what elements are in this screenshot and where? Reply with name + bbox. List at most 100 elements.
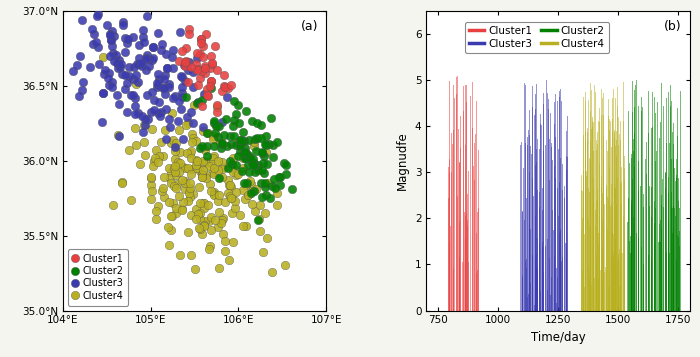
Cluster4	[250, 186, 261, 192]
Cluster3	[106, 43, 117, 49]
Cluster4	[260, 149, 272, 155]
Cluster4	[164, 175, 176, 181]
Cluster3	[137, 34, 148, 40]
Cluster1	[206, 61, 218, 67]
Cluster2	[211, 124, 222, 129]
Cluster4	[183, 187, 195, 193]
Cluster2	[259, 170, 270, 176]
Cluster4	[182, 165, 193, 171]
Cluster4	[146, 174, 157, 180]
Cluster2	[232, 153, 244, 159]
Cluster4	[166, 227, 177, 233]
Cluster2	[248, 161, 260, 166]
Cluster4	[200, 175, 211, 181]
Cluster3	[108, 33, 120, 39]
Cluster4	[207, 133, 218, 139]
Cluster4	[209, 171, 220, 177]
Cluster2	[237, 129, 248, 135]
Cluster2	[230, 142, 241, 148]
Cluster4	[186, 166, 197, 172]
Cluster3	[113, 65, 124, 70]
Cluster3	[102, 22, 113, 28]
Cluster2	[209, 130, 220, 136]
Cluster3	[176, 90, 187, 96]
Cluster4	[176, 206, 187, 211]
Cluster3	[123, 36, 134, 42]
Cluster4	[170, 205, 181, 210]
Cluster4	[209, 192, 220, 197]
Cluster3	[182, 67, 193, 73]
Cluster3	[140, 67, 151, 73]
Cluster2	[252, 120, 263, 126]
Cluster4	[188, 135, 199, 141]
Cluster3	[112, 60, 123, 65]
Cluster4	[190, 216, 202, 222]
Cluster4	[164, 242, 175, 248]
Cluster3	[107, 50, 118, 56]
Cluster4	[166, 140, 177, 145]
Cluster4	[171, 210, 182, 216]
Cluster4	[176, 178, 187, 183]
Cluster1	[199, 65, 210, 71]
Cluster2	[256, 136, 267, 141]
Cluster3	[129, 111, 140, 117]
Cluster4	[146, 126, 158, 131]
Cluster1	[201, 86, 212, 92]
Cluster3	[117, 22, 128, 28]
Cluster2	[242, 162, 253, 167]
Cluster4	[169, 169, 180, 175]
Cluster4	[184, 150, 195, 156]
Cluster4	[180, 178, 191, 184]
Cluster3	[92, 45, 104, 50]
Cluster2	[260, 133, 272, 139]
Cluster4	[271, 202, 282, 208]
Cluster4	[125, 197, 136, 203]
Cluster3	[176, 94, 188, 100]
Cluster3	[146, 57, 158, 63]
Cluster4	[213, 192, 224, 197]
Cluster3	[111, 52, 122, 58]
Cluster4	[240, 155, 251, 161]
Cluster3	[105, 31, 116, 37]
Cluster3	[139, 116, 150, 121]
Cluster3	[141, 13, 153, 19]
Cluster4	[224, 257, 235, 263]
Cluster4	[153, 153, 164, 159]
Cluster3	[160, 106, 172, 111]
Cluster4	[200, 172, 211, 178]
Cluster4	[190, 157, 202, 163]
Cluster2	[222, 143, 233, 149]
Cluster4	[230, 167, 241, 173]
Cluster3	[108, 58, 120, 64]
Cluster3	[104, 82, 115, 88]
Cluster3	[148, 44, 159, 50]
Cluster3	[181, 114, 193, 120]
Cluster3	[157, 41, 168, 46]
Cluster2	[194, 145, 205, 151]
Cluster1	[192, 82, 203, 88]
Cluster3	[88, 42, 99, 47]
Cluster3	[140, 122, 151, 128]
Cluster2	[234, 120, 245, 125]
Cluster1	[205, 78, 216, 84]
Cluster4	[233, 171, 244, 177]
Cluster3	[164, 124, 176, 130]
Cluster2	[259, 180, 270, 186]
Cluster4	[167, 200, 178, 206]
Cluster4	[171, 172, 182, 178]
Cluster3	[106, 28, 118, 34]
Cluster4	[217, 167, 228, 172]
Cluster4	[203, 246, 214, 252]
Cluster3	[84, 64, 95, 70]
Cluster2	[225, 134, 236, 139]
Cluster2	[272, 139, 283, 145]
Cluster4	[206, 162, 218, 167]
Cluster4	[222, 177, 233, 182]
Cluster2	[273, 174, 284, 180]
Cluster4	[172, 159, 183, 165]
Cluster1	[218, 83, 230, 89]
Cluster3	[97, 90, 108, 96]
Cluster1	[211, 102, 223, 107]
Cluster2	[225, 141, 237, 147]
Cluster2	[246, 118, 258, 124]
